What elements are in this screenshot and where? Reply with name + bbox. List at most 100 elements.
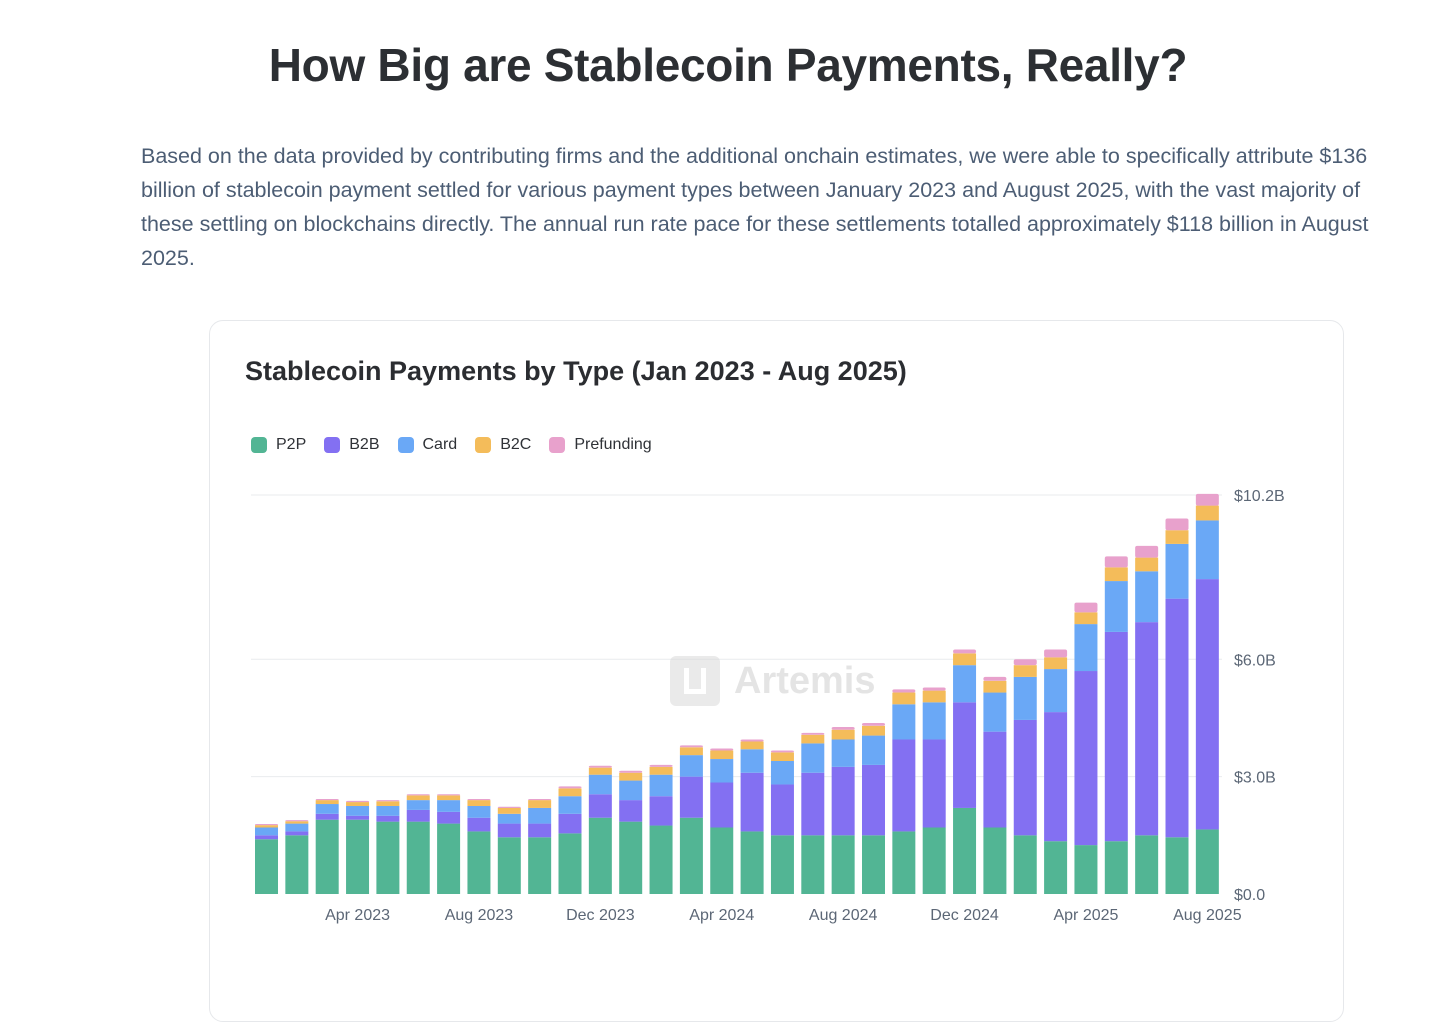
bar-segment-p2p[interactable]: Jan 2025 P2P: 1.7 xyxy=(983,827,1007,895)
bar-segment-prefunding[interactable]: Feb 2023 Prefunding: 0.03 xyxy=(285,820,309,822)
bar-segment-p2p[interactable]: Apr 2023 P2P: 1.9 xyxy=(346,819,370,894)
bar-segment-prefunding[interactable]: Sep 2023 Prefunding: 0.03 xyxy=(497,806,521,808)
bar-segment-b2b[interactable]: May 2024 B2B: 1.5 xyxy=(740,772,764,832)
bar-segment-b2b[interactable]: Apr 2025 B2B: 4.45 xyxy=(1074,671,1098,846)
bar-segment-prefunding[interactable]: Jan 2024 Prefunding: 0.05 xyxy=(619,770,643,773)
bar-segment-b2c[interactable]: Oct 2023 B2C: 0.2 xyxy=(528,800,552,808)
bar-segment-prefunding[interactable]: May 2023 Prefunding: 0.03 xyxy=(376,800,400,802)
bar-segment-prefunding[interactable]: Mar 2024 Prefunding: 0.05 xyxy=(679,745,703,748)
bar-segment-b2b[interactable]: Feb 2025 B2B: 2.95 xyxy=(1013,719,1037,836)
bar-segment-b2c[interactable]: Feb 2025 B2C: 0.3 xyxy=(1013,665,1037,677)
legend-item-b2b[interactable]: B2B xyxy=(324,436,380,454)
bar-segment-b2c[interactable]: Jul 2024 B2C: 0.22 xyxy=(801,734,825,744)
bar-segment-prefunding[interactable]: Mar 2025 Prefunding: 0.2 xyxy=(1044,649,1068,658)
bar-segment-p2p[interactable]: Jun 2024 P2P: 1.5 xyxy=(770,835,794,894)
bar-segment-p2p[interactable]: Oct 2023 P2P: 1.45 xyxy=(528,837,552,894)
bar-segment-b2c[interactable]: Dec 2024 B2C: 0.3 xyxy=(953,653,977,666)
bar-segment-p2p[interactable]: May 2023 P2P: 1.85 xyxy=(376,821,400,894)
bar-segment-b2c[interactable]: Jan 2023 B2C: 0.06 xyxy=(255,825,278,828)
bar-segment-b2c[interactable]: Aug 2025 B2C: 0.38 xyxy=(1195,505,1219,521)
bar-segment-card[interactable]: Sep 2023 Card: 0.25 xyxy=(497,813,521,824)
bar-segment-prefunding[interactable]: Mar 2023 Prefunding: 0.03 xyxy=(315,798,339,801)
bar-segment-prefunding[interactable]: Aug 2024 Prefunding: 0.07 xyxy=(831,726,855,730)
bar-segment-b2b[interactable]: Mar 2023 B2B: 0.15 xyxy=(315,813,339,820)
bar-segment-prefunding[interactable]: Sep 2024 Prefunding: 0.07 xyxy=(862,723,885,726)
bar-segment-b2c[interactable]: May 2023 B2C: 0.12 xyxy=(376,801,400,806)
bar-segment-b2c[interactable]: Mar 2024 B2C: 0.2 xyxy=(679,747,703,756)
bar-segment-b2b[interactable]: Aug 2023 B2B: 0.35 xyxy=(467,817,491,832)
bar-segment-card[interactable]: Oct 2024 Card: 0.9 xyxy=(892,704,916,740)
bar-segment-card[interactable]: Aug 2023 Card: 0.3 xyxy=(467,805,491,818)
bar-segment-p2p[interactable]: Apr 2024 P2P: 1.7 xyxy=(710,827,734,895)
bar-segment-card[interactable]: Jul 2025 Card: 1.4 xyxy=(1165,543,1189,599)
bar-segment-prefunding[interactable]: Jul 2023 Prefunding: 0.03 xyxy=(437,794,461,796)
bar-segment-p2p[interactable]: Mar 2024 P2P: 1.95 xyxy=(679,817,703,894)
bar-segment-b2b[interactable]: May 2025 B2B: 5.35 xyxy=(1104,631,1128,842)
bar-segment-card[interactable]: Apr 2025 Card: 1.2 xyxy=(1074,624,1098,672)
bar-segment-p2p[interactable]: Jul 2025 P2P: 1.45 xyxy=(1165,837,1189,894)
bar-segment-card[interactable]: May 2025 Card: 1.3 xyxy=(1104,581,1128,632)
bar-segment-b2b[interactable]: Nov 2023 B2B: 0.5 xyxy=(558,813,582,834)
bar-segment-b2c[interactable]: Jun 2023 B2C: 0.12 xyxy=(406,795,430,801)
bar-segment-prefunding[interactable]: Dec 2023 Prefunding: 0.05 xyxy=(588,765,612,768)
bar-segment-b2b[interactable]: Jul 2024 B2B: 1.6 xyxy=(801,772,825,836)
bar-segment-b2c[interactable]: Dec 2023 B2C: 0.18 xyxy=(588,767,612,775)
legend-item-b2c[interactable]: B2C xyxy=(475,436,531,454)
bar-segment-p2p[interactable]: May 2024 P2P: 1.6 xyxy=(740,831,764,894)
bar-segment-prefunding[interactable]: Oct 2023 Prefunding: 0.03 xyxy=(528,798,552,801)
bar-segment-b2b[interactable]: Jan 2024 B2B: 0.55 xyxy=(619,800,643,822)
bar-segment-prefunding[interactable]: Nov 2023 Prefunding: 0.05 xyxy=(558,786,582,789)
bar-segment-card[interactable]: Feb 2023 Card: 0.2 xyxy=(285,823,309,832)
bar-segment-p2p[interactable]: Oct 2024 P2P: 1.6 xyxy=(892,831,916,894)
bar-segment-prefunding[interactable]: Jan 2023 Prefunding: 0.03 xyxy=(255,823,278,826)
bar-segment-prefunding[interactable]: Apr 2023 Prefunding: 0.03 xyxy=(346,800,370,803)
bar-segment-card[interactable]: Oct 2023 Card: 0.4 xyxy=(528,807,552,824)
bar-segment-b2c[interactable]: Jan 2024 B2C: 0.2 xyxy=(619,772,643,781)
bar-segment-prefunding[interactable]: Jul 2025 Prefunding: 0.3 xyxy=(1165,518,1189,531)
legend-item-card[interactable]: Card xyxy=(397,436,457,454)
bar-segment-card[interactable]: Feb 2024 Card: 0.55 xyxy=(649,774,673,797)
bar-segment-card[interactable]: Dec 2024 Card: 0.95 xyxy=(953,665,977,703)
bar-segment-card[interactable]: Apr 2024 Card: 0.6 xyxy=(710,759,734,783)
bar-segment-b2b[interactable]: Apr 2023 B2B: 0.1 xyxy=(346,815,370,820)
bar-segment-b2b[interactable]: Dec 2024 B2B: 2.7 xyxy=(953,702,977,808)
bar-segment-p2p[interactable]: Jun 2023 P2P: 1.85 xyxy=(406,821,430,894)
bar-segment-prefunding[interactable]: Jul 2024 Prefunding: 0.05 xyxy=(801,732,825,735)
bar-segment-card[interactable]: May 2023 Card: 0.25 xyxy=(376,805,400,816)
bar-segment-card[interactable]: Jan 2024 Card: 0.5 xyxy=(619,780,643,801)
bar-segment-prefunding[interactable]: Feb 2024 Prefunding: 0.05 xyxy=(649,764,673,767)
bar-segment-b2c[interactable]: Oct 2024 B2C: 0.3 xyxy=(892,692,916,705)
bar-segment-b2c[interactable]: Jun 2024 B2C: 0.22 xyxy=(770,752,794,761)
bar-segment-b2b[interactable]: Apr 2024 B2B: 1.15 xyxy=(710,782,734,828)
bar-segment-b2b[interactable]: May 2023 B2B: 0.15 xyxy=(376,815,400,822)
bar-segment-p2p[interactable]: May 2025 P2P: 1.35 xyxy=(1104,841,1128,894)
bar-segment-b2c[interactable]: Jul 2023 B2C: 0.12 xyxy=(437,795,461,801)
bar-segment-p2p[interactable]: Jun 2025 P2P: 1.5 xyxy=(1135,835,1159,894)
bar-segment-prefunding[interactable]: Aug 2023 Prefunding: 0.03 xyxy=(467,798,491,801)
bar-segment-card[interactable]: Jun 2023 Card: 0.25 xyxy=(406,800,430,810)
bar-segment-p2p[interactable]: Sep 2024 P2P: 1.5 xyxy=(862,835,885,894)
bar-segment-p2p[interactable]: Jul 2024 P2P: 1.5 xyxy=(801,835,825,894)
bar-segment-b2c[interactable]: Nov 2023 B2C: 0.2 xyxy=(558,788,582,797)
bar-segment-card[interactable]: Mar 2025 Card: 1.1 xyxy=(1044,669,1068,713)
legend-item-p2p[interactable]: P2P xyxy=(251,436,306,454)
bar-segment-card[interactable]: Aug 2024 Card: 0.7 xyxy=(831,739,855,767)
bar-segment-b2c[interactable]: Sep 2023 B2C: 0.15 xyxy=(497,807,521,814)
bar-segment-b2c[interactable]: Apr 2025 B2C: 0.3 xyxy=(1074,612,1098,625)
bar-segment-b2b[interactable]: Sep 2023 B2B: 0.35 xyxy=(497,823,521,838)
bar-segment-card[interactable]: Apr 2023 Card: 0.25 xyxy=(346,805,370,816)
bar-segment-b2b[interactable]: Feb 2024 B2B: 0.75 xyxy=(649,796,673,826)
bar-segment-b2c[interactable]: Jun 2025 B2C: 0.35 xyxy=(1135,557,1159,572)
bar-segment-prefunding[interactable]: Feb 2025 Prefunding: 0.15 xyxy=(1013,659,1037,666)
bar-segment-b2b[interactable]: Mar 2024 B2B: 1.05 xyxy=(679,776,703,818)
bar-segment-prefunding[interactable]: Nov 2024 Prefunding: 0.08 xyxy=(922,687,946,691)
bar-segment-p2p[interactable]: Aug 2023 P2P: 1.6 xyxy=(467,831,491,894)
bar-segment-b2c[interactable]: Nov 2024 B2C: 0.3 xyxy=(922,690,946,703)
bar-segment-card[interactable]: Sep 2024 Card: 0.75 xyxy=(862,735,885,765)
bar-segment-p2p[interactable]: Aug 2024 P2P: 1.5 xyxy=(831,835,855,894)
bar-segment-b2b[interactable]: Jun 2024 B2B: 1.3 xyxy=(770,784,794,836)
bar-segment-prefunding[interactable]: May 2025 Prefunding: 0.28 xyxy=(1104,556,1128,568)
bar-segment-b2c[interactable]: May 2025 B2C: 0.35 xyxy=(1104,567,1128,582)
bar-segment-b2c[interactable]: Mar 2025 B2C: 0.3 xyxy=(1044,657,1068,670)
bar-segment-b2b[interactable]: Aug 2025 B2B: 6.4 xyxy=(1195,579,1219,830)
